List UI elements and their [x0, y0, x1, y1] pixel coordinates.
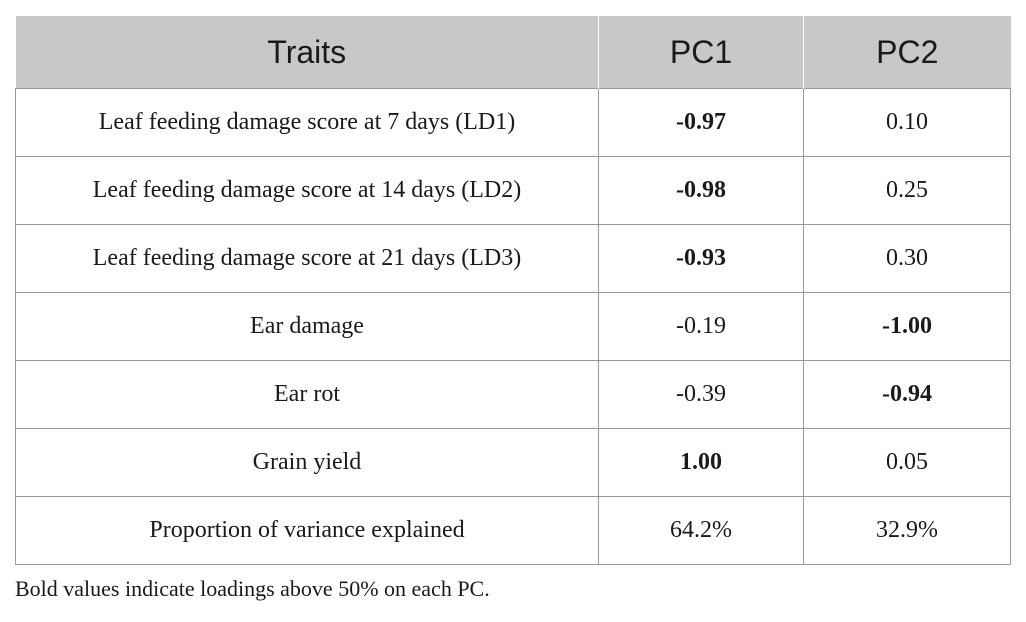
table-row: Leaf feeding damage score at 21 days (LD… — [15, 224, 1011, 293]
pc1-cell: 64.2% — [598, 496, 804, 565]
loadings-table: Traits PC1 PC2 Leaf feeding damage score… — [15, 16, 1011, 565]
pc1-cell: -0.39 — [598, 360, 804, 429]
header-pc1: PC1 — [598, 16, 804, 89]
pc2-cell: 32.9% — [803, 496, 1011, 565]
pc1-cell: -0.19 — [598, 292, 804, 361]
trait-cell: Ear damage — [15, 292, 599, 361]
header-pc2: PC2 — [803, 16, 1011, 89]
table-row: Leaf feeding damage score at 7 days (LD1… — [15, 88, 1011, 157]
trait-cell: Grain yield — [15, 428, 599, 497]
loadings-table-container: Traits PC1 PC2 Leaf feeding damage score… — [15, 16, 1011, 565]
trait-cell: Leaf feeding damage score at 7 days (LD1… — [15, 88, 599, 157]
pc2-cell: 0.25 — [803, 156, 1011, 225]
table-header-row: Traits PC1 PC2 — [15, 16, 1011, 89]
table-footnote: Bold values indicate loadings above 50% … — [15, 576, 490, 601]
pc2-cell: 0.30 — [803, 224, 1011, 293]
table-row: Grain yield 1.00 0.05 — [15, 428, 1011, 497]
pc1-cell: 1.00 — [598, 428, 804, 497]
pc1-cell: -0.97 — [598, 88, 804, 157]
table-row-variance: Proportion of variance explained 64.2% 3… — [15, 496, 1011, 565]
table-row: Leaf feeding damage score at 14 days (LD… — [15, 156, 1011, 225]
pc2-cell: 0.10 — [803, 88, 1011, 157]
pc2-cell: 0.05 — [803, 428, 1011, 497]
pc1-cell: -0.93 — [598, 224, 804, 293]
trait-cell: Ear rot — [15, 360, 599, 429]
trait-cell: Leaf feeding damage score at 14 days (LD… — [15, 156, 599, 225]
table-row: Ear rot -0.39 -0.94 — [15, 360, 1011, 429]
pc1-cell: -0.98 — [598, 156, 804, 225]
pc2-cell: -0.94 — [803, 360, 1011, 429]
header-traits: Traits — [15, 16, 599, 89]
table-row: Ear damage -0.19 -1.00 — [15, 292, 1011, 361]
trait-cell: Leaf feeding damage score at 21 days (LD… — [15, 224, 599, 293]
trait-cell: Proportion of variance explained — [15, 496, 599, 565]
pc2-cell: -1.00 — [803, 292, 1011, 361]
